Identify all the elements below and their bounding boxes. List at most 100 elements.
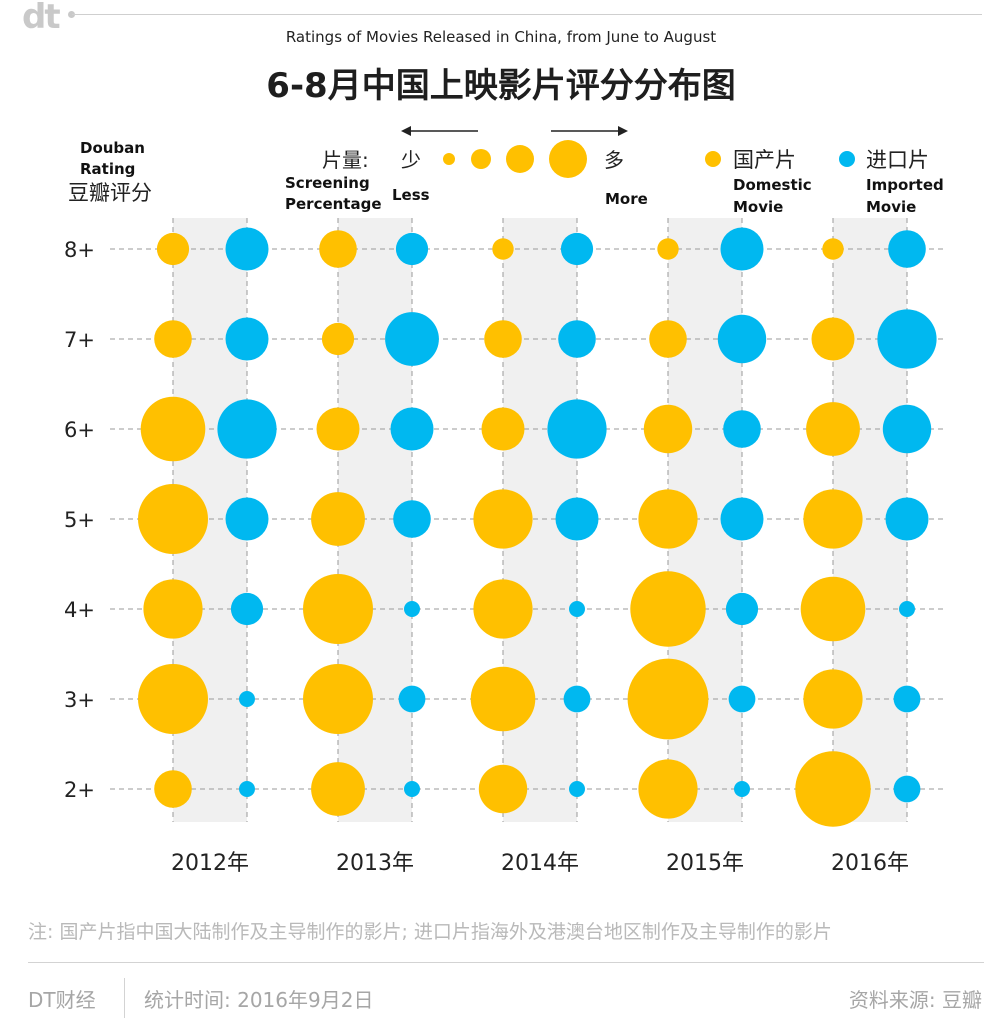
domestic-bubble	[803, 489, 863, 549]
y-tick-label: 6+	[64, 418, 95, 442]
imported-bubble	[225, 227, 269, 271]
series-legend-label-en-line1: Domestic	[733, 176, 812, 194]
domestic-bubble	[321, 322, 355, 356]
size-legend-label-en-line1: Screening	[285, 174, 370, 192]
domestic-bubble	[143, 579, 203, 639]
domestic-bubble	[140, 396, 206, 462]
imported-bubble	[720, 497, 764, 541]
domestic-bubble	[481, 407, 525, 451]
domestic-bubble	[492, 238, 514, 260]
imported-bubble	[558, 320, 596, 358]
series-legend-swatch	[839, 151, 855, 167]
size-legend-label-en-line2: Percentage	[285, 195, 382, 213]
imported-bubble	[563, 685, 591, 713]
size-legend-more: 多	[604, 148, 624, 172]
imported-bubble	[385, 312, 439, 366]
y-tick-label: 3+	[64, 688, 95, 712]
y-tick-label: 8+	[64, 238, 95, 262]
domestic-bubble	[303, 574, 373, 644]
x-tick-label: 2014年	[501, 851, 579, 876]
imported-bubble	[882, 404, 932, 454]
series-legend-label: 国产片	[733, 148, 796, 172]
imported-bubble	[893, 775, 921, 803]
domestic-bubble	[154, 770, 192, 808]
domestic-bubble	[649, 320, 687, 358]
imported-bubble	[569, 601, 585, 617]
imported-bubble	[717, 314, 767, 364]
domestic-bubble	[638, 489, 698, 549]
header-rule	[72, 14, 982, 15]
imported-bubble	[885, 497, 929, 541]
imported-bubble	[569, 781, 585, 797]
domestic-bubble	[470, 666, 536, 732]
domestic-bubble	[473, 489, 533, 549]
domestic-bubble	[311, 492, 365, 546]
imported-bubble	[560, 232, 594, 266]
domestic-bubble	[657, 238, 679, 260]
series-legend-label-en-line2: Movie	[733, 198, 783, 216]
imported-bubble	[239, 691, 255, 707]
x-tick-label: 2012年	[171, 851, 249, 876]
footer-brand: DT财经	[28, 988, 96, 1012]
series-legend-label: 进口片	[866, 148, 929, 172]
domestic-bubble	[311, 762, 365, 816]
footer-rule	[28, 962, 984, 963]
size-legend-more-en: More	[605, 190, 648, 208]
header-dot	[68, 11, 75, 18]
imported-bubble	[899, 601, 915, 617]
imported-bubble	[395, 232, 429, 266]
imported-bubble	[893, 685, 921, 713]
x-tick-label: 2016年	[831, 851, 909, 876]
imported-bubble	[728, 685, 756, 713]
imported-bubble	[734, 781, 750, 797]
imported-bubble	[877, 309, 937, 369]
domestic-bubble	[319, 230, 357, 268]
x-tick-label: 2013年	[336, 851, 414, 876]
footer-source: 资料来源: 豆瓣	[848, 988, 982, 1012]
imported-bubble	[723, 410, 761, 448]
y-axis-title-en-line1: Douban	[80, 139, 145, 157]
imported-bubble	[390, 407, 434, 451]
domestic-bubble	[638, 759, 698, 819]
size-legend-less: 少	[401, 148, 421, 172]
y-tick-label: 7+	[64, 328, 95, 352]
domestic-bubble	[316, 407, 360, 451]
chart-title: 6-8月中国上映影片评分分布图	[266, 66, 736, 106]
size-legend-label: 片量:	[322, 148, 369, 172]
y-tick-label: 2+	[64, 778, 95, 802]
domestic-bubble	[138, 664, 208, 734]
footer-stat-time: 统计时间: 2016年9月2日	[144, 988, 374, 1012]
size-legend-circle	[443, 153, 455, 165]
series-legend-label-en-line2: Movie	[866, 198, 916, 216]
domestic-bubble	[484, 320, 522, 358]
imported-bubble	[225, 497, 269, 541]
domestic-bubble	[154, 320, 192, 358]
footnote: 注: 国产片指中国大陆制作及主导制作的影片; 进口片指海外及港澳台地区制作及主导…	[28, 921, 832, 943]
size-legend-less-en: Less	[392, 186, 430, 204]
domestic-bubble	[643, 404, 693, 454]
domestic-bubble	[806, 402, 860, 456]
domestic-bubble	[478, 764, 528, 814]
imported-bubble	[720, 227, 764, 271]
x-tick-label: 2015年	[666, 851, 744, 876]
size-legend-circle	[471, 149, 491, 169]
domestic-bubble	[156, 232, 190, 266]
imported-bubble	[230, 592, 264, 626]
imported-bubble	[725, 592, 759, 626]
dt-logo: dt	[22, 0, 61, 37]
domestic-bubble	[473, 579, 533, 639]
y-tick-label: 5+	[64, 508, 95, 532]
imported-bubble	[398, 685, 426, 713]
imported-bubble	[393, 500, 431, 538]
chart-subtitle: Ratings of Movies Released in China, fro…	[285, 28, 717, 46]
bubble-chart: 8+ 7+ 6+ 5+ 4+ 3+ 2+ 2012年 2013年 2014年 2015年 2016年 D…	[64, 126, 945, 876]
y-axis-title-cn: 豆瓣评分	[68, 181, 152, 205]
imported-bubble	[225, 317, 269, 361]
y-axis-title-en-line2: Rating	[80, 160, 135, 178]
domestic-bubble	[811, 317, 855, 361]
domestic-bubble	[303, 664, 373, 734]
imported-bubble	[555, 497, 599, 541]
domestic-bubble	[800, 576, 866, 642]
imported-bubble	[888, 230, 926, 268]
y-tick-label: 4+	[64, 598, 95, 622]
